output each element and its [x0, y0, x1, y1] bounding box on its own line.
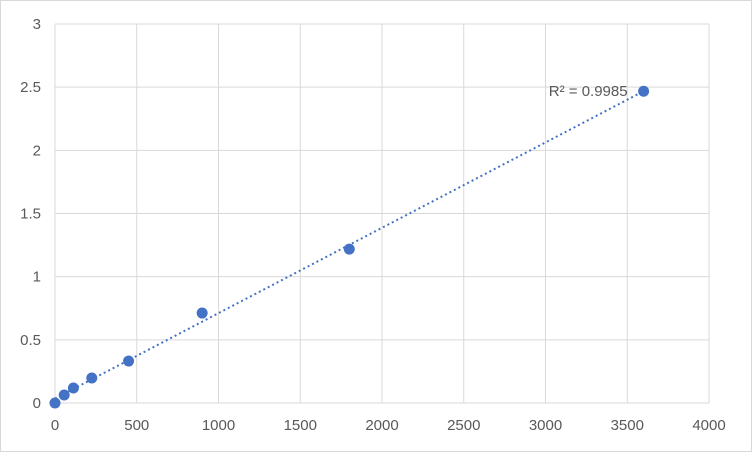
x-tick-label: 4000 [692, 417, 725, 434]
y-tick-label: 0.5 [20, 332, 41, 349]
y-tick-label: 3 [33, 16, 41, 33]
x-tick-label: 500 [124, 417, 149, 434]
data-point [86, 372, 98, 384]
x-tick-label: 1500 [284, 417, 317, 434]
x-tick-label: 3500 [611, 417, 644, 434]
data-point [58, 389, 70, 401]
data-point [638, 85, 650, 97]
data-point [49, 397, 61, 409]
x-tick-label: 1000 [202, 417, 235, 434]
y-tick-label: 2.5 [20, 79, 41, 96]
data-point [123, 355, 135, 367]
trendline [54, 90, 645, 400]
x-tick-label: 2000 [365, 417, 398, 434]
y-tick-label: 1 [33, 269, 41, 286]
data-point [196, 307, 208, 319]
r-squared-label: R² = 0.9985 [549, 83, 628, 100]
x-tick-label: 2500 [447, 417, 480, 434]
y-tick-label: 0 [33, 395, 41, 412]
data-point [343, 243, 355, 255]
y-tick-label: 1.5 [20, 206, 41, 223]
x-tick-label: 0 [51, 417, 59, 434]
y-tick-label: 2 [33, 142, 41, 159]
x-tick-label: 3000 [529, 417, 562, 434]
data-point [67, 382, 79, 394]
